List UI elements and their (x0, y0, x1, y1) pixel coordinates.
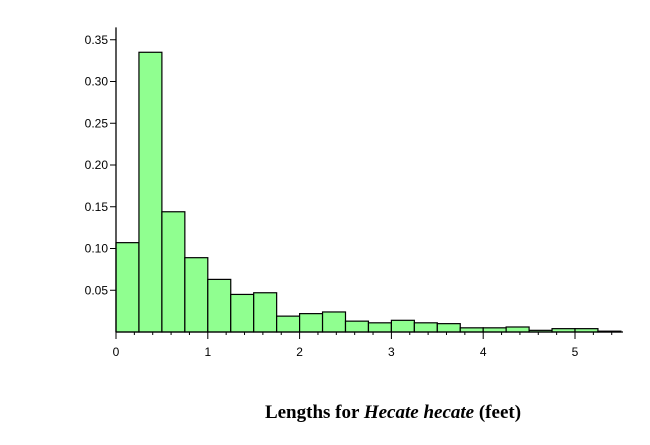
histogram-bar (505, 326, 530, 333)
caption-species: Hecate hecate (363, 402, 475, 423)
x-tick-label: 4 (480, 345, 487, 359)
histogram-bar (321, 311, 347, 333)
y-tick-label: 0.25 (85, 116, 109, 130)
histogram-bar (253, 292, 278, 333)
y-tick-label: 0.15 (85, 200, 109, 214)
histogram-bar (276, 315, 301, 333)
caption-prefix: Lengths for (264, 402, 364, 423)
axes: 0.05 0.10 0.15 0.20 0.25 0.30 0.35 0 1 2 3 4 5 (85, 27, 623, 359)
histogram-bar (299, 313, 324, 333)
y-tick-label: 0.35 (85, 33, 109, 47)
histogram-bar (367, 322, 393, 333)
histogram-bar (436, 323, 461, 333)
histogram-bar (390, 319, 415, 333)
x-tick-label: 2 (296, 345, 303, 359)
histogram-bar (344, 320, 370, 333)
x-tick-label: 3 (388, 345, 395, 359)
histogram-chart: 0.05 0.10 0.15 0.20 0.25 0.30 0.35 0 1 2 3 4 5 (85, 27, 623, 359)
histogram-bar (184, 257, 209, 333)
caption-suffix: (feet) (474, 402, 522, 423)
x-tick-label: 1 (204, 345, 211, 359)
x-tick-label: 5 (572, 345, 579, 359)
histogram-bars (115, 51, 622, 333)
histogram-bar (161, 211, 186, 333)
histogram-bar (413, 322, 438, 333)
y-tick-label: 0.05 (85, 283, 109, 297)
y-tick-label: 0.20 (85, 158, 109, 172)
y-tick-label: 0.30 (85, 75, 109, 89)
y-tick-label: 0.10 (85, 242, 109, 256)
histogram-bar (115, 242, 140, 333)
histogram-bar (207, 278, 232, 333)
x-tick-label: 0 (113, 345, 120, 359)
chart-caption: Lengths for Hecate hecate (feet) (0, 402, 650, 424)
histogram-bar (230, 293, 255, 333)
histogram-bar (138, 51, 163, 333)
